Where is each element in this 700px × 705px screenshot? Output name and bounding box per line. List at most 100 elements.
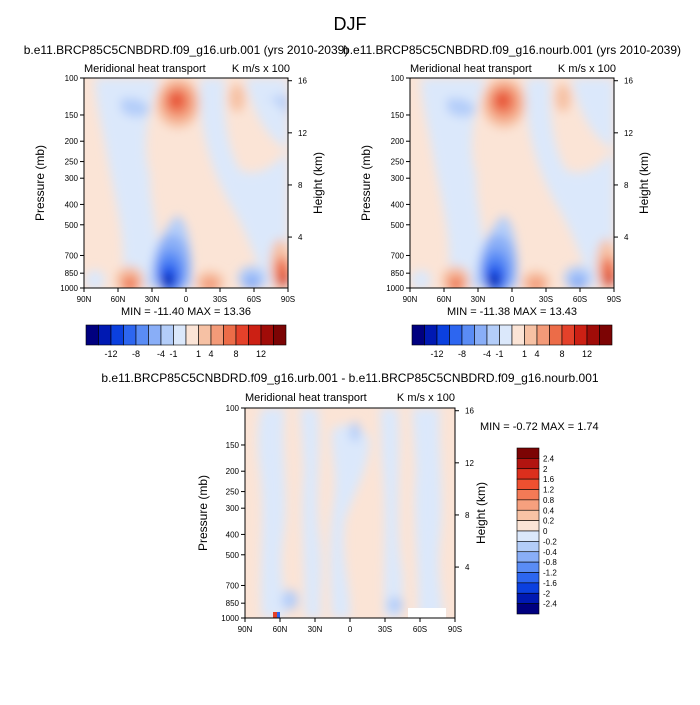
colorbar-swatch	[449, 324, 463, 346]
y-axis-label: Pressure (mb)	[359, 145, 373, 221]
colorbar-swatch	[85, 324, 99, 346]
colorbar-swatch	[160, 324, 174, 346]
colorbar-label: 2	[543, 465, 548, 474]
colorbar-swatch	[248, 324, 262, 346]
colorbar-swatch	[461, 324, 475, 346]
colorbar-difference: 2.4 21.6 1.20.80.4 0.20-0.2 -0.4-0.8 -1.2-1.6…	[516, 447, 557, 615]
colorbar-swatch	[235, 324, 249, 346]
y-tick-label: 300	[65, 174, 79, 183]
colorbar-swatch	[561, 324, 575, 346]
y-tick-label: 1000	[221, 614, 239, 623]
colorbar-swatch	[173, 324, 187, 346]
y-tick-label: 300	[226, 504, 240, 513]
panel-nourb: b.e11.BRCP85C5CNBDRD.f09_g16.nourb.001 (…	[343, 43, 681, 318]
colorbar-swatch	[516, 572, 540, 584]
colorbar-swatch	[260, 324, 274, 346]
colorbar-swatch	[110, 324, 124, 346]
colorbar-label: 1	[196, 349, 201, 359]
x-tick-label: 90N	[238, 625, 253, 634]
x-tick-label: 90S	[607, 295, 621, 304]
colorbar-swatch	[223, 324, 237, 346]
colorbar-swatch	[599, 324, 613, 346]
y2-tick-label: 4	[624, 233, 629, 242]
y-tick-label: 150	[226, 441, 240, 450]
panel-subtitle-right: K m/s x 100	[397, 392, 455, 404]
y-tick-label: 850	[226, 599, 240, 608]
x-tick-label: 60N	[111, 295, 126, 304]
y-tick-label: 100	[65, 74, 79, 83]
colorbar-label: -1	[495, 349, 503, 359]
colorbar-label: -0.2	[543, 537, 557, 546]
contour-field	[84, 78, 288, 288]
colorbar-main: -12 -8 -4 -1 1 4 8 12 -12 -8 -4 -1 1 4 8 12	[85, 324, 613, 359]
x-tick-label: 90N	[403, 295, 418, 304]
x-tick-label: 60S	[573, 295, 587, 304]
colorbar-label: -4	[483, 349, 491, 359]
y2-tick-label: 8	[298, 181, 303, 190]
colorbar-label: 4	[208, 349, 213, 359]
colorbar-label: 8	[233, 349, 238, 359]
colorbar-label: 12	[256, 349, 266, 359]
colorbar-label: 1.2	[543, 486, 555, 495]
y-tick-label: 250	[391, 158, 405, 167]
colorbar-swatch	[516, 499, 540, 511]
y-tick-label: 200	[65, 137, 79, 146]
contour-field	[245, 408, 455, 618]
panel-title: b.e11.BRCP85C5CNBDRD.f09_g16.urb.001 - b…	[101, 371, 598, 385]
colorbar-label: 0	[543, 527, 548, 536]
panel-title: b.e11.BRCP85C5CNBDRD.f09_g16.urb.001 (yr…	[24, 43, 349, 57]
colorbar-swatch	[516, 458, 540, 470]
colorbar-swatch	[516, 468, 540, 480]
colorbar-label: 4	[534, 349, 539, 359]
x-tick-label: 60N	[437, 295, 452, 304]
colorbar-swatch	[516, 520, 540, 532]
x-tick-label: 30S	[213, 295, 227, 304]
y2-tick-label: 16	[465, 407, 474, 416]
colorbar-swatch	[486, 324, 500, 346]
y2-tick-label: 8	[465, 511, 470, 520]
x-tick-label: 0	[184, 295, 189, 304]
colorbar-label: -2	[543, 589, 551, 598]
x-tick-label: 60N	[273, 625, 288, 634]
x-tick-label: 30N	[308, 625, 323, 634]
panel-subtitle-right: K m/s x 100	[558, 63, 616, 75]
panel-subtitle-right: K m/s x 100	[232, 63, 290, 75]
colorbar-label: -12	[104, 349, 117, 359]
y2-tick-label: 12	[465, 459, 474, 468]
colorbar-swatch	[516, 551, 540, 563]
stats-text: MIN = -11.38 MAX = 13.43	[447, 306, 577, 318]
panel-title: b.e11.BRCP85C5CNBDRD.f09_g16.nourb.001 (…	[343, 43, 681, 57]
colorbar-label: -12	[430, 349, 443, 359]
colorbar-swatch	[516, 509, 540, 521]
x-tick-label: 90S	[281, 295, 295, 304]
y-tick-label: 700	[391, 251, 405, 260]
y-tick-label: 200	[391, 137, 405, 146]
colorbar-label: -1.6	[543, 579, 557, 588]
panel-difference: b.e11.BRCP85C5CNBDRD.f09_g16.urb.001 - b…	[101, 371, 598, 634]
stats-text: MIN = -11.40 MAX = 13.36	[121, 306, 251, 318]
colorbar-swatch	[198, 324, 212, 346]
colorbar-swatch	[436, 324, 450, 346]
y2-tick-label: 4	[465, 563, 470, 572]
colorbar-swatch	[123, 324, 137, 346]
colorbar-swatch	[148, 324, 162, 346]
y-tick-label: 700	[226, 581, 240, 590]
colorbar-swatch	[516, 478, 540, 490]
y-tick-label: 250	[226, 488, 240, 497]
colorbar-swatch	[273, 324, 287, 346]
colorbar-swatch	[516, 530, 540, 542]
colorbar-swatch	[516, 561, 540, 573]
y2-tick-label: 12	[624, 129, 633, 138]
x-tick-label: 60S	[247, 295, 261, 304]
y-tick-label: 200	[226, 467, 240, 476]
colorbar-swatch	[574, 324, 588, 346]
y-tick-label: 150	[65, 111, 79, 120]
panel-subtitle-left: Meridional heat transport	[84, 63, 206, 75]
y-tick-label: 1000	[60, 284, 78, 293]
colorbar-label: -4	[157, 349, 165, 359]
y2-tick-label: 4	[298, 233, 303, 242]
y-tick-label: 500	[226, 551, 240, 560]
colorbar-swatch	[424, 324, 438, 346]
y-tick-label: 700	[65, 251, 79, 260]
